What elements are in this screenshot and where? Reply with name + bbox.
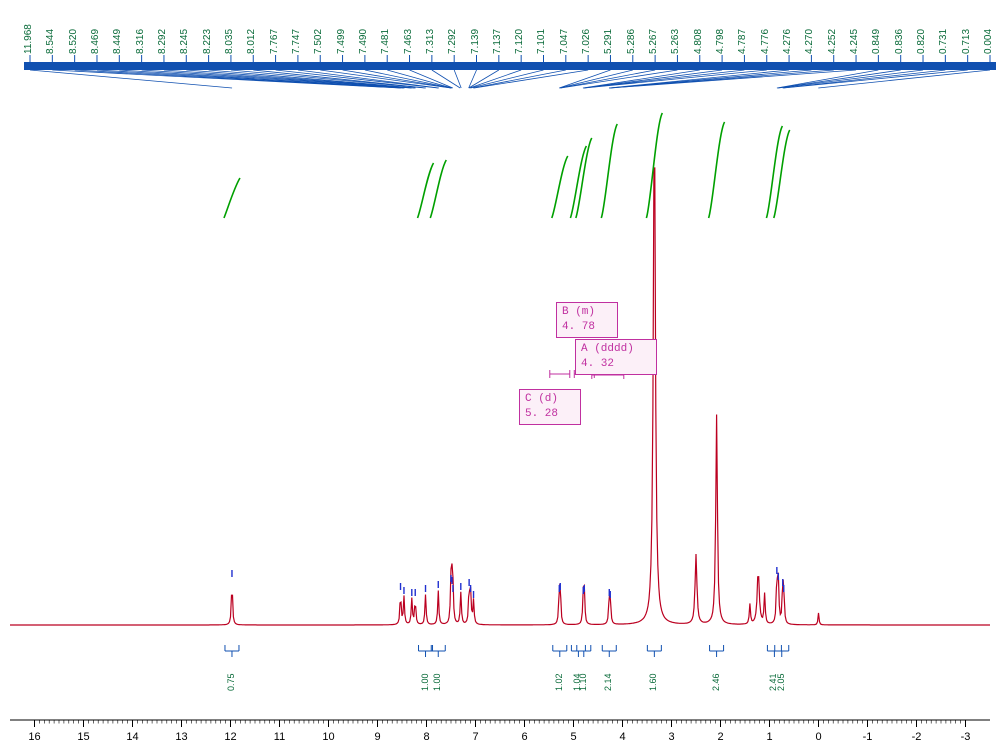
svg-text:15: 15 bbox=[77, 731, 89, 743]
peak-label: 11.968 bbox=[23, 24, 34, 54]
peak-label: 4.798 bbox=[715, 29, 726, 54]
peak-label: 8.223 bbox=[202, 29, 213, 54]
svg-text:9: 9 bbox=[374, 731, 380, 743]
peak-label: 4.252 bbox=[827, 29, 838, 54]
peak-label: 7.137 bbox=[492, 29, 503, 54]
peak-label: 7.313 bbox=[425, 29, 436, 54]
peak-label: 7.499 bbox=[336, 29, 347, 54]
integral-value: 0.75 bbox=[226, 673, 236, 691]
peak-label: 7.502 bbox=[313, 29, 324, 54]
peak-label: 8.245 bbox=[179, 29, 190, 54]
box-b: B (m) 4. 78 bbox=[556, 302, 618, 338]
nmr-spectrum-plot: 161514131211109876543210-1-2-3 bbox=[0, 0, 1000, 747]
peak-label: 0.820 bbox=[916, 29, 927, 54]
peak-label: 4.276 bbox=[782, 29, 793, 54]
peak-label: 7.026 bbox=[581, 29, 592, 54]
svg-text:1: 1 bbox=[766, 731, 772, 743]
svg-text:7: 7 bbox=[472, 731, 478, 743]
peak-label: 8.544 bbox=[45, 29, 56, 54]
svg-text:5: 5 bbox=[570, 731, 576, 743]
svg-text:11: 11 bbox=[274, 731, 285, 743]
svg-text:8: 8 bbox=[423, 731, 429, 743]
peak-label: 7.463 bbox=[403, 29, 414, 54]
integral-value: 1.60 bbox=[648, 673, 658, 691]
peak-label: 4.245 bbox=[849, 29, 860, 54]
peak-label: 7.101 bbox=[536, 29, 547, 54]
integral-value: 2.05 bbox=[776, 673, 786, 691]
peak-label: 8.449 bbox=[112, 29, 123, 54]
peak-label: 4.776 bbox=[760, 29, 771, 54]
svg-text:2: 2 bbox=[717, 731, 723, 743]
svg-text:14: 14 bbox=[126, 731, 138, 743]
svg-text:13: 13 bbox=[175, 731, 187, 743]
peak-label: 4.270 bbox=[804, 29, 815, 54]
svg-text:0: 0 bbox=[815, 731, 821, 743]
svg-text:3: 3 bbox=[668, 731, 674, 743]
svg-text:12: 12 bbox=[224, 731, 236, 743]
peak-label: 5.291 bbox=[603, 29, 614, 54]
peak-label: 0.004 bbox=[983, 29, 994, 54]
peak-label: 0.713 bbox=[961, 29, 972, 54]
integral-value: 1.10 bbox=[578, 673, 588, 691]
svg-text:-3: -3 bbox=[961, 731, 971, 743]
peak-label: 5.267 bbox=[648, 29, 659, 54]
peak-label: 0.849 bbox=[871, 29, 882, 54]
peak-label: 8.316 bbox=[135, 29, 146, 54]
svg-text:16: 16 bbox=[28, 731, 40, 743]
svg-text:4: 4 bbox=[619, 731, 625, 743]
box-c: C (d) 5. 28 bbox=[519, 389, 581, 425]
svg-text:-2: -2 bbox=[912, 731, 922, 743]
integral-value: 1.00 bbox=[420, 673, 430, 691]
svg-text:-1: -1 bbox=[863, 731, 873, 743]
svg-text:6: 6 bbox=[521, 731, 527, 743]
box-a: A (dddd) 4. 32 bbox=[575, 339, 657, 375]
peak-label: 4.787 bbox=[737, 29, 748, 54]
peak-label: 8.035 bbox=[224, 29, 235, 54]
peak-label: 8.012 bbox=[246, 29, 257, 54]
svg-text:10: 10 bbox=[322, 731, 334, 743]
integral-value: 1.00 bbox=[432, 673, 442, 691]
peak-label: 8.469 bbox=[90, 29, 101, 54]
peak-label: 7.767 bbox=[269, 29, 280, 54]
integral-value: 2.14 bbox=[603, 673, 613, 691]
peak-label: 7.047 bbox=[559, 29, 570, 54]
integral-value: 2.46 bbox=[711, 673, 721, 691]
peak-label: 7.292 bbox=[447, 29, 458, 54]
peak-label: 5.263 bbox=[670, 29, 681, 54]
peak-label: 5.286 bbox=[626, 29, 637, 54]
peak-label: 7.139 bbox=[470, 29, 481, 54]
peak-label: 8.520 bbox=[68, 29, 79, 54]
peak-label: 7.120 bbox=[514, 29, 525, 54]
integral-value: 1.02 bbox=[554, 673, 564, 691]
peak-label: 0.731 bbox=[938, 29, 949, 54]
peak-label: 7.481 bbox=[380, 29, 391, 54]
peak-label: 7.490 bbox=[358, 29, 369, 54]
peak-label: 0.836 bbox=[894, 29, 905, 54]
peak-label: 8.292 bbox=[157, 29, 168, 54]
peak-label: 4.808 bbox=[693, 29, 704, 54]
peak-label: 7.747 bbox=[291, 29, 302, 54]
